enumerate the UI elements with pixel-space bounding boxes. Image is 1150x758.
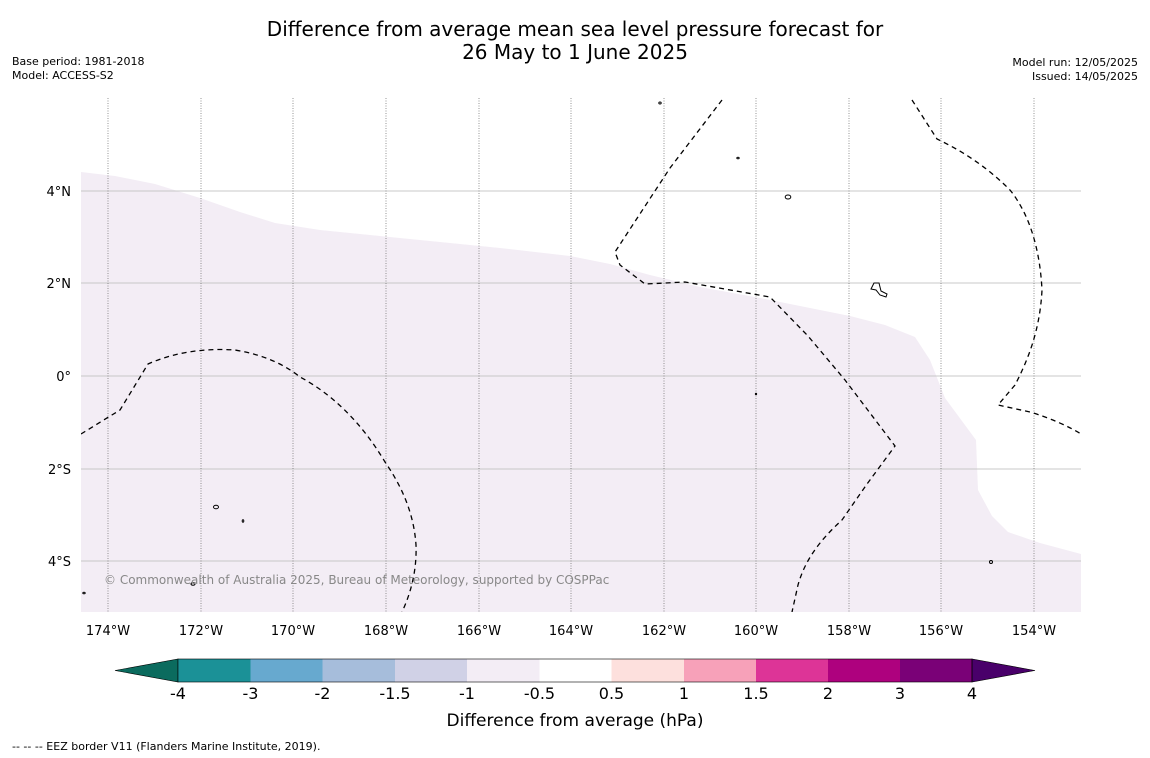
lon-label-158w: 158°W — [827, 624, 871, 639]
lon-label-156w: 156°W — [919, 624, 963, 639]
longitude-gridlines — [107, 98, 1035, 612]
issued-text: Issued: 14/05/2025 — [1031, 70, 1138, 83]
lon-label-168w: 168°W — [364, 624, 408, 639]
colorbar-bin — [539, 659, 612, 682]
colorbar-tick-label: 1.5 — [743, 684, 768, 703]
colorbar-outline — [177, 658, 973, 683]
map-figure: © Commonwealth of Australia 2025, Bureau… — [47, 98, 1081, 731]
base-period-text: Base period: 1981-2018 — [12, 55, 145, 68]
colorbar-bin — [178, 659, 251, 682]
colorbar-bin — [467, 659, 540, 682]
colorbar-bin — [322, 659, 395, 682]
eez-border-east — [911, 99, 1081, 435]
eez-border-line-islands — [614, 99, 896, 612]
colorbar-tick-label: 4 — [967, 684, 977, 703]
lat-label-equator: 0° — [56, 370, 71, 385]
lon-label-160w: 160°W — [734, 624, 778, 639]
latitude-labels: 4°N 2°N 0° 2°S 4°S — [47, 185, 72, 570]
anomaly-region — [81, 172, 1081, 612]
model-text: Model: ACCESS-S2 — [12, 69, 114, 82]
model-run-text: Model run: 12/05/2025 — [1012, 56, 1138, 69]
map-plot-area: © Commonwealth of Australia 2025, Bureau… — [81, 98, 1081, 612]
island-marker — [989, 560, 993, 564]
colorbar-tick-label: -2 — [315, 684, 331, 703]
latitude-gridlines — [81, 190, 1081, 562]
island-marker — [241, 519, 245, 523]
eez-footnote: -- -- -- EEZ border V11 (Flanders Marine… — [12, 740, 321, 753]
lon-label-172w: 172°W — [179, 624, 223, 639]
colorbar-bin — [395, 659, 467, 682]
lon-label-166w: 166°W — [457, 624, 501, 639]
island-marker — [190, 582, 196, 586]
island-marker — [754, 392, 758, 396]
longitude-labels: 174°W 172°W 170°W 168°W 166°W 164°W 162°… — [86, 624, 1056, 639]
eez-borders — [81, 99, 1081, 612]
copyright-text: © Commonwealth of Australia 2025, Bureau… — [104, 573, 609, 587]
colorbar-tick-label: -4 — [170, 684, 186, 703]
island-marker — [213, 504, 219, 510]
lat-label-2s: 2°S — [48, 463, 71, 478]
colorbar: -4 -3 -2 -1.5 -1 -0.5 0.5 1 1.5 2 3 4 Di… — [114, 658, 1036, 731]
colorbar-title: Difference from average (hPa) — [447, 711, 704, 731]
title-line-1: Difference from average mean sea level p… — [266, 17, 884, 41]
lat-label-4s: 4°S — [48, 555, 71, 570]
colorbar-bin — [900, 659, 972, 682]
colorbar-tick-label: -1.5 — [379, 684, 410, 703]
colorbar-tick-label: 3 — [895, 684, 905, 703]
colorbar-bin — [684, 659, 756, 682]
island-marker — [736, 156, 740, 160]
lon-label-162w: 162°W — [642, 624, 686, 639]
lon-label-170w: 170°W — [271, 624, 315, 639]
colorbar-tick-label: -0.5 — [524, 684, 555, 703]
island-kiritimati — [870, 282, 888, 298]
eez-border-kiribati-west — [81, 348, 417, 612]
colorbar-over-arrow — [971, 658, 1036, 683]
colorbar-tick-label: -1 — [459, 684, 475, 703]
island-marker — [658, 101, 662, 105]
lon-label-174w: 174°W — [86, 624, 130, 639]
colorbar-tick-label: 0.5 — [599, 684, 624, 703]
lat-label-4n: 4°N — [47, 185, 72, 200]
map-title: Difference from average mean sea level p… — [0, 18, 1150, 64]
colorbar-bin — [611, 659, 684, 682]
colorbar-tick-label: -3 — [243, 684, 259, 703]
metadata-left: Base period: 1981-2018 Model: ACCESS-S2 — [12, 55, 144, 83]
colorbar-under-arrow — [114, 658, 179, 683]
colorbar-tick-labels: -4 -3 -2 -1.5 -1 -0.5 0.5 1 1.5 2 3 4 — [170, 684, 977, 703]
island-marker — [82, 591, 86, 595]
colorbar-tick-label: 2 — [823, 684, 833, 703]
metadata-right: Model run: 12/05/2025 Issued: 14/05/2025 — [1012, 56, 1138, 84]
lon-label-154w: 154°W — [1012, 624, 1056, 639]
lon-label-164w: 164°W — [549, 624, 593, 639]
colorbar-bin — [250, 659, 323, 682]
colorbar-bin — [828, 659, 900, 682]
colorbar-bin — [756, 659, 828, 682]
island-marker — [784, 194, 792, 200]
islands — [82, 101, 993, 595]
colorbar-tick-label: 1 — [679, 684, 689, 703]
lat-label-2n: 2°N — [47, 277, 72, 292]
title-line-2: 26 May to 1 June 2025 — [462, 40, 688, 64]
